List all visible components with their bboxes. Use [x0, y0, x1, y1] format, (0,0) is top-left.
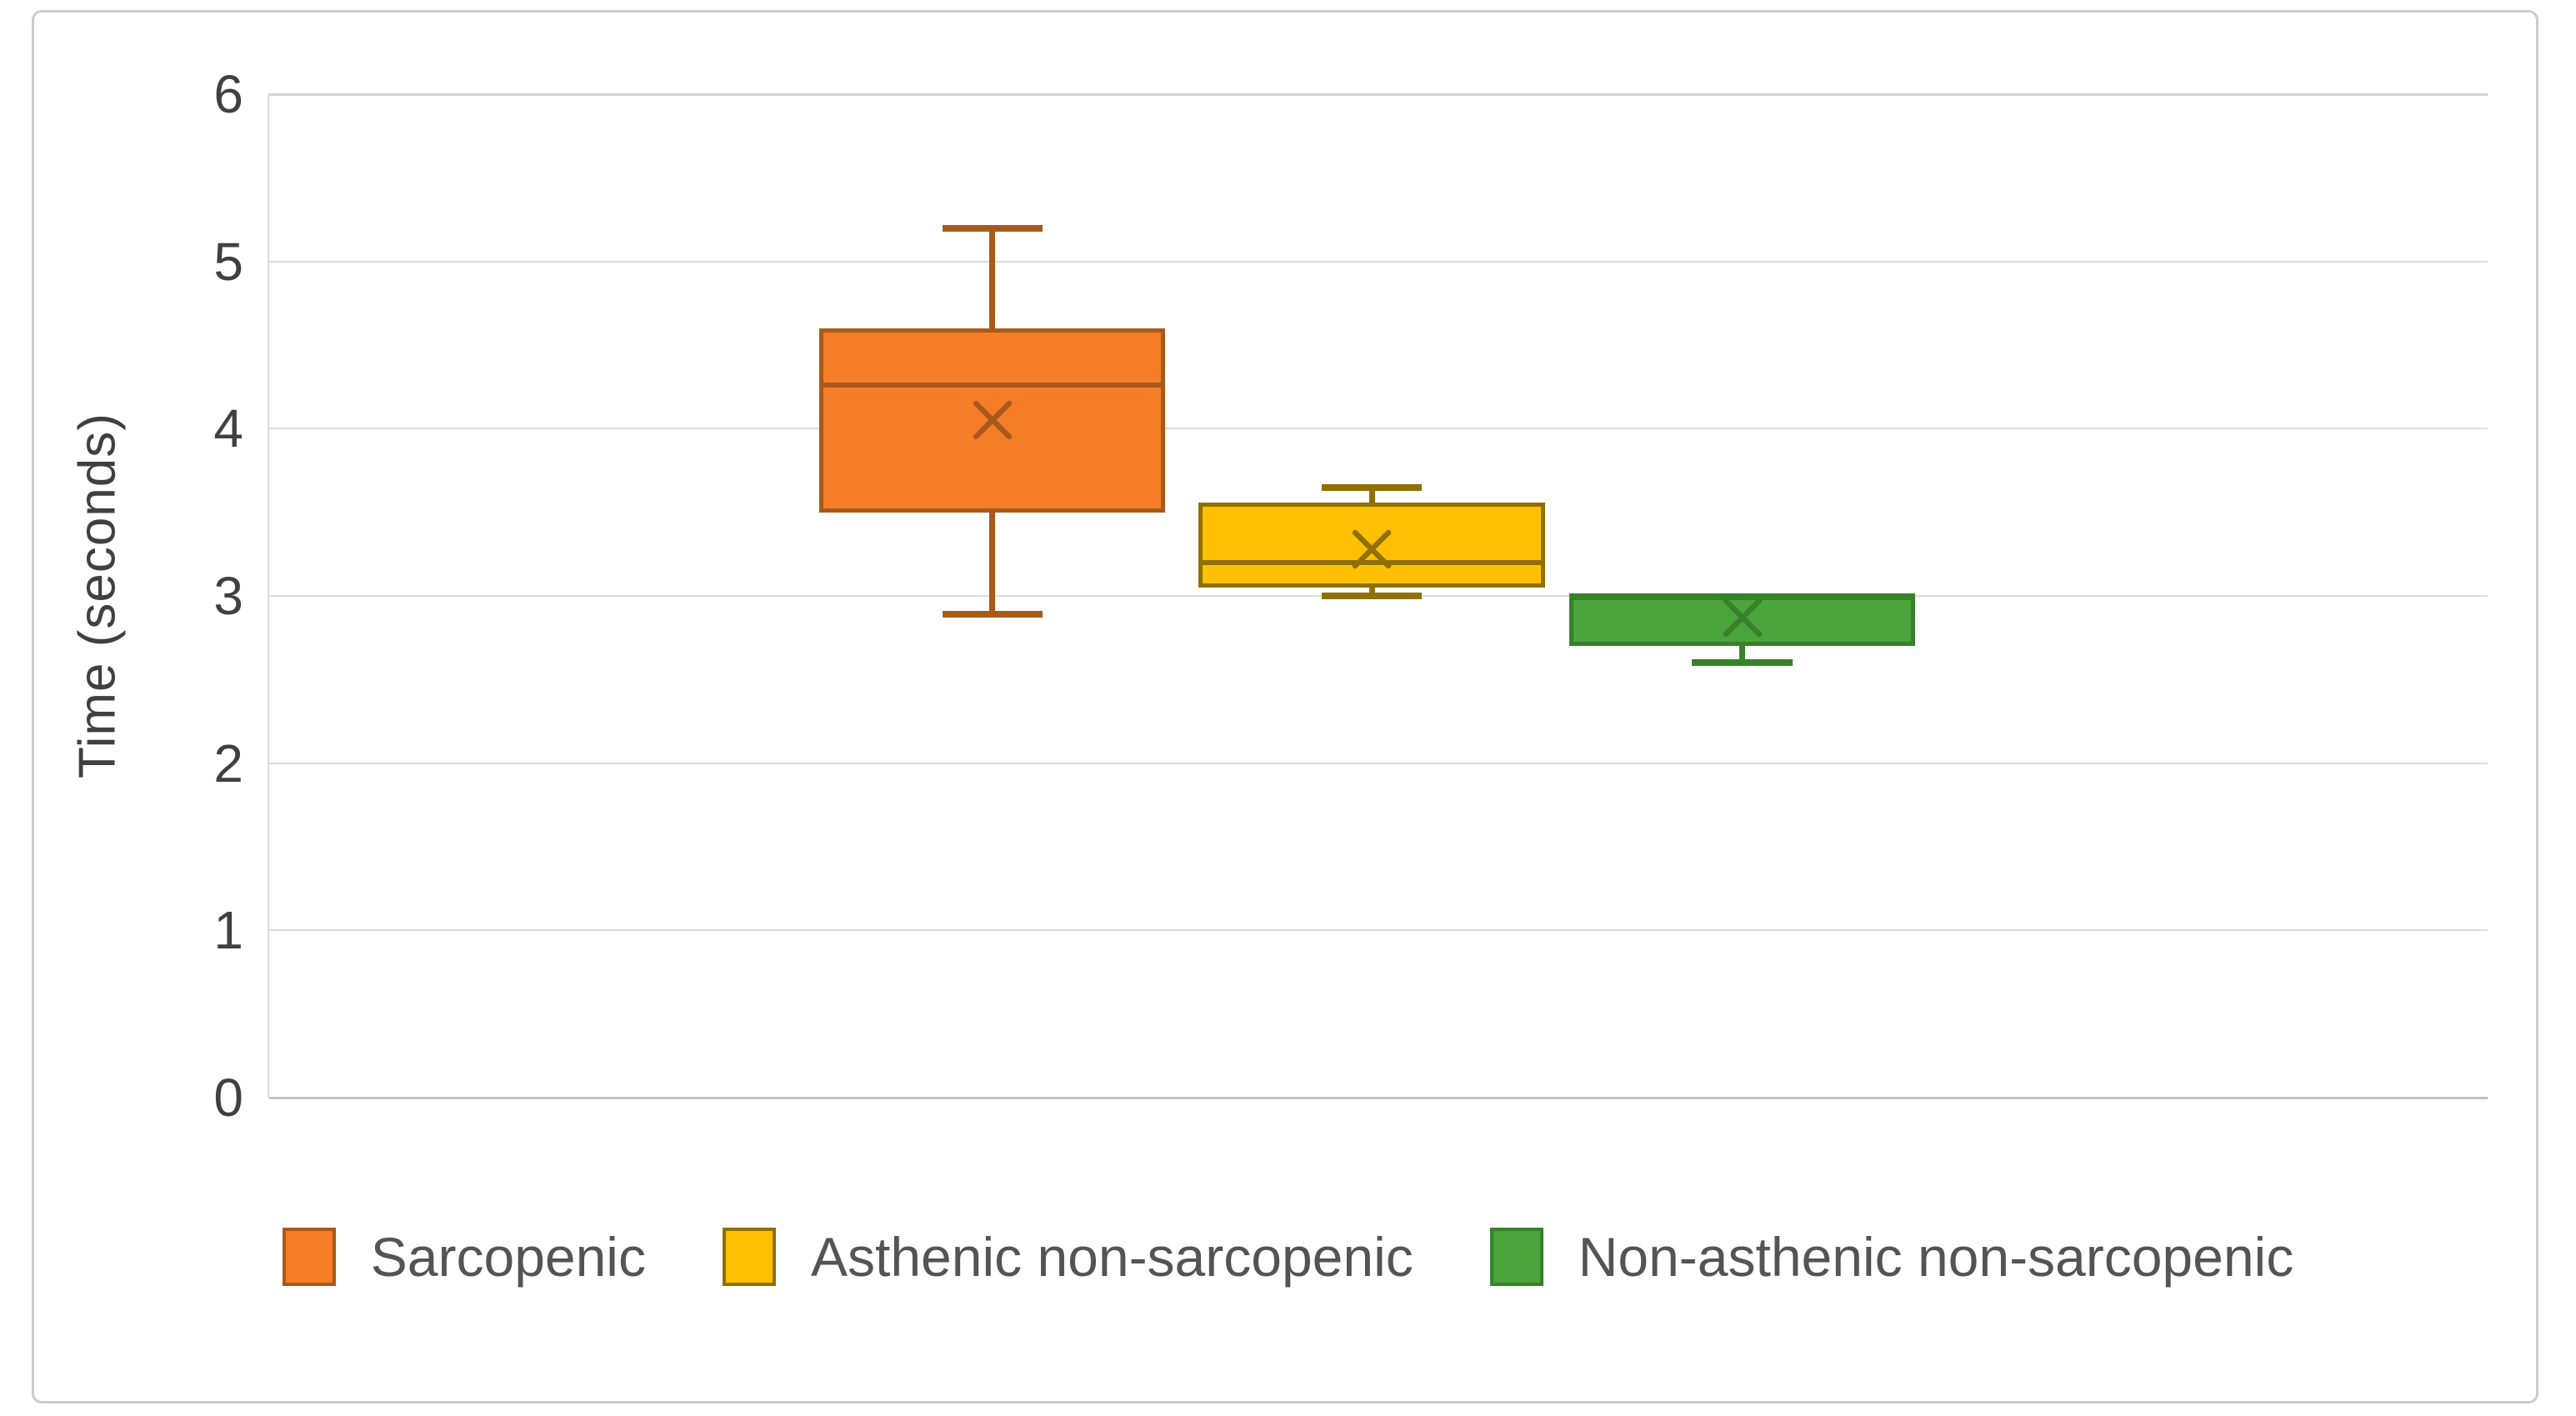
x-mean-icon: [1723, 598, 1762, 638]
y-axis-tick-labels: 0 1 2 3 4 5 6: [0, 0, 243, 1416]
mean-marker-1: [1348, 525, 1396, 573]
mean-marker-0: [968, 396, 1017, 444]
y-tick-label-5: 5: [213, 231, 243, 292]
median-line-0: [819, 383, 1166, 388]
gridline-1: [269, 929, 2488, 932]
legend: Sarcopenic Asthenic non-sarcopenic Non-ast…: [0, 1207, 2576, 1307]
lower-whisker-2: [1739, 646, 1746, 663]
mean-marker-2: [1718, 593, 1767, 642]
legend-item-0: Sarcopenic: [282, 1225, 646, 1288]
legend-label: Sarcopenic: [370, 1226, 646, 1288]
upper-whisker-cap-1: [1321, 483, 1423, 491]
upper-whisker-1: [1368, 487, 1375, 503]
box-1: [1198, 502, 1545, 588]
x-mean-icon: [1352, 529, 1392, 569]
lower-whisker-cap-1: [1321, 593, 1423, 599]
plot-area: [268, 93, 2488, 1099]
gridline-6: [269, 93, 2488, 96]
median-line-2: [1568, 593, 1916, 598]
y-tick-label-2: 2: [213, 733, 243, 793]
y-tick-label-1: 1: [213, 900, 243, 961]
upper-whisker-0: [989, 228, 996, 328]
gridline-5: [269, 260, 2488, 263]
lower-whisker-cap-0: [942, 611, 1043, 618]
lower-whisker-1: [1368, 587, 1375, 596]
y-tick-label-6: 6: [213, 64, 243, 124]
gridline-2: [269, 762, 2488, 764]
legend-item-1: Asthenic non-sarcopenic: [722, 1225, 1413, 1288]
gridline-0: [269, 1097, 2488, 1099]
gridline-4: [269, 428, 2488, 430]
legend-item-2: Non-asthenic non-sarcopenic: [1489, 1225, 2294, 1288]
legend-swatch-icon: [722, 1228, 776, 1286]
y-tick-label-0: 0: [213, 1068, 243, 1128]
figure-frame: [32, 10, 2538, 1403]
y-tick-label-4: 4: [213, 398, 243, 459]
lower-whisker-cap-2: [1692, 659, 1793, 667]
lower-whisker-0: [989, 512, 996, 615]
legend-label: Asthenic non-sarcopenic: [810, 1226, 1413, 1288]
legend-label: Non-asthenic non-sarcopenic: [1578, 1226, 2294, 1288]
legend-swatch-icon: [1489, 1228, 1543, 1286]
upper-whisker-cap-0: [942, 224, 1043, 232]
y-tick-label-3: 3: [213, 566, 243, 626]
median-line-1: [1198, 559, 1545, 565]
x-mean-icon: [973, 401, 1013, 440]
legend-swatch-icon: [282, 1228, 336, 1286]
